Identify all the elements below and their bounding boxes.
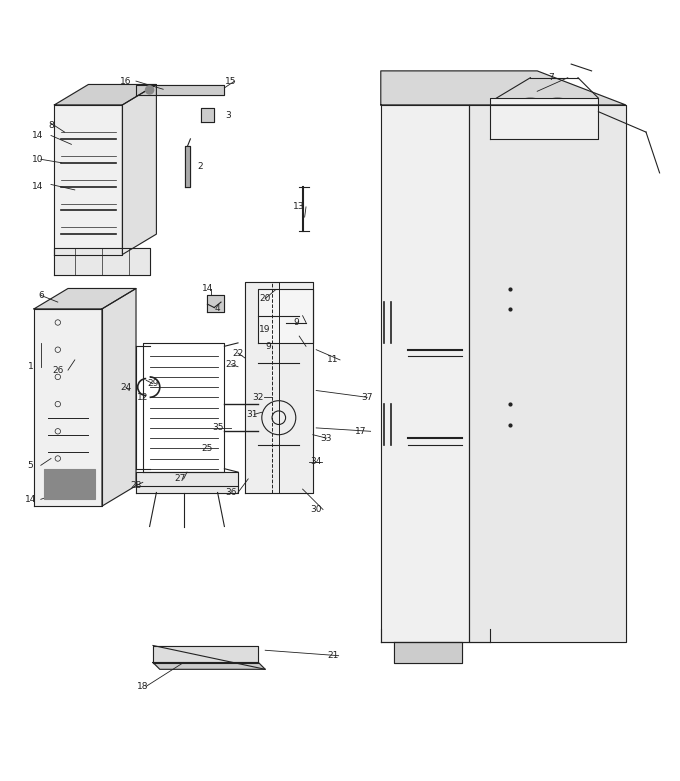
Text: 34: 34 bbox=[311, 458, 322, 466]
Text: 16: 16 bbox=[120, 77, 131, 86]
Polygon shape bbox=[201, 109, 214, 122]
Text: 31: 31 bbox=[246, 410, 257, 419]
Polygon shape bbox=[54, 248, 150, 275]
Text: 15: 15 bbox=[226, 77, 237, 86]
Text: 14: 14 bbox=[25, 495, 36, 504]
Bar bbox=[44, 469, 95, 499]
Polygon shape bbox=[185, 146, 190, 187]
Text: 26: 26 bbox=[52, 366, 63, 375]
Text: 25: 25 bbox=[202, 444, 213, 453]
Text: 14: 14 bbox=[32, 131, 43, 140]
Text: 5: 5 bbox=[28, 461, 33, 470]
Text: 8: 8 bbox=[48, 121, 54, 130]
Polygon shape bbox=[54, 84, 156, 105]
Polygon shape bbox=[381, 71, 626, 105]
Text: 27: 27 bbox=[175, 474, 186, 483]
Polygon shape bbox=[381, 105, 469, 642]
Text: 17: 17 bbox=[355, 426, 366, 436]
Text: 37: 37 bbox=[362, 393, 373, 401]
Text: 6: 6 bbox=[38, 291, 44, 300]
Text: 28: 28 bbox=[131, 481, 141, 490]
Text: 9: 9 bbox=[266, 342, 271, 351]
Text: 18: 18 bbox=[137, 682, 148, 691]
Text: 19: 19 bbox=[260, 325, 271, 333]
Circle shape bbox=[146, 86, 154, 94]
Polygon shape bbox=[258, 288, 313, 343]
Text: 13: 13 bbox=[294, 202, 305, 212]
Polygon shape bbox=[153, 662, 265, 669]
Text: 14: 14 bbox=[32, 182, 43, 191]
Polygon shape bbox=[490, 98, 598, 139]
Text: 32: 32 bbox=[253, 393, 264, 401]
Polygon shape bbox=[153, 646, 258, 662]
Text: 3: 3 bbox=[225, 111, 231, 119]
Text: 36: 36 bbox=[226, 488, 237, 497]
Text: 2: 2 bbox=[198, 162, 203, 170]
Text: 33: 33 bbox=[321, 433, 332, 443]
Polygon shape bbox=[469, 105, 626, 642]
Polygon shape bbox=[34, 288, 136, 309]
Text: 4: 4 bbox=[215, 305, 220, 313]
Text: 22: 22 bbox=[233, 348, 243, 358]
Text: 14: 14 bbox=[202, 284, 213, 293]
Text: 10: 10 bbox=[32, 155, 43, 164]
Text: 9: 9 bbox=[293, 318, 299, 327]
Text: 23: 23 bbox=[226, 360, 237, 369]
Polygon shape bbox=[136, 472, 238, 493]
Text: 7: 7 bbox=[548, 73, 554, 82]
Text: 30: 30 bbox=[311, 505, 322, 514]
Polygon shape bbox=[122, 84, 156, 255]
Text: 24: 24 bbox=[120, 383, 131, 391]
Text: 11: 11 bbox=[328, 355, 339, 365]
Polygon shape bbox=[394, 642, 462, 662]
Polygon shape bbox=[34, 309, 102, 506]
Polygon shape bbox=[207, 295, 224, 312]
Text: 12: 12 bbox=[137, 393, 148, 401]
Polygon shape bbox=[54, 105, 122, 255]
Text: 1: 1 bbox=[28, 362, 33, 371]
Text: 29: 29 bbox=[148, 380, 158, 388]
Text: 20: 20 bbox=[260, 294, 271, 303]
Text: 35: 35 bbox=[212, 423, 223, 433]
Text: 21: 21 bbox=[328, 651, 339, 660]
Polygon shape bbox=[245, 282, 313, 493]
Polygon shape bbox=[136, 84, 224, 95]
Polygon shape bbox=[102, 288, 136, 506]
